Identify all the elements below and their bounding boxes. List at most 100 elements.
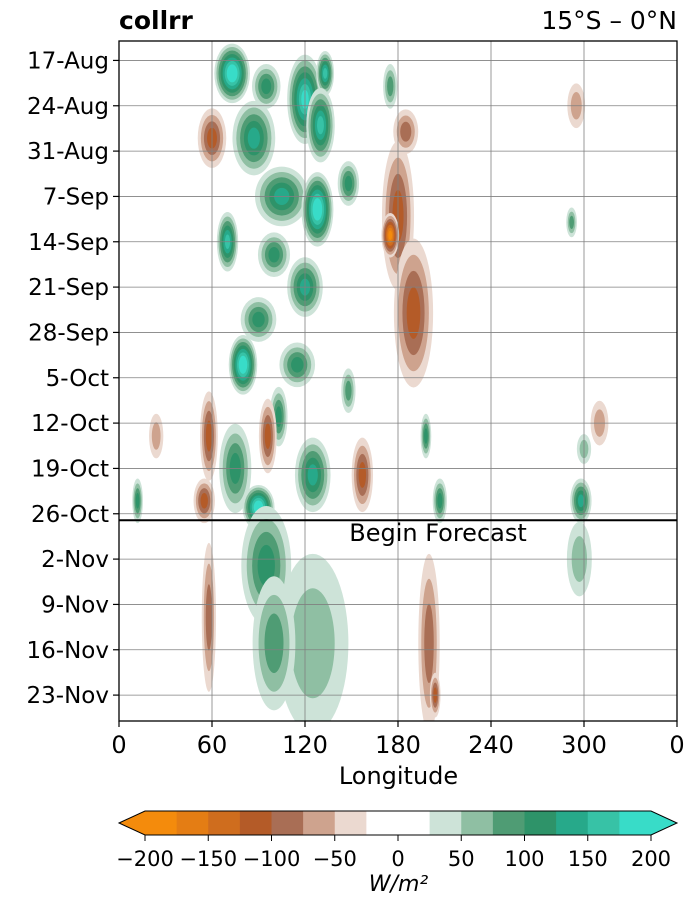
colorbar-tick-label: 100 [504,847,544,871]
anomaly-feature [337,161,360,206]
colorbar-segment [429,811,462,835]
y-tick-label: 14-Sep [28,230,109,256]
contour-level [424,603,434,684]
colorbar-segment [461,811,494,835]
chart-title: collrr [119,6,193,35]
contour-level [344,175,353,192]
y-tick-label: 26-Oct [31,502,109,528]
colorbar-segment [239,811,272,835]
contour-level [307,464,318,486]
contour-level [261,78,272,95]
contour-level [205,420,212,452]
contour-level [345,380,352,401]
x-tick-label: 0 [669,731,684,759]
anomaly-feature [252,576,296,711]
anomaly-feature [228,335,258,395]
anomaly-feature [149,413,164,459]
contour-level [151,422,161,450]
contour-level [205,584,213,651]
contour-level [135,493,140,509]
x-tick-label: 240 [468,731,514,759]
contour-level [240,359,246,371]
y-tick-label: 31-Aug [27,139,109,165]
contour-level [228,67,236,79]
colorbar-tick-label: −100 [243,847,301,871]
colorbar: −200 −150 −100 −50 0 50 100 150 200 [116,810,679,871]
anomaly-feature [201,542,217,692]
contour-level [424,428,428,444]
y-tick-label: 7-Sep [43,184,109,210]
colorbar-extend-high [651,811,677,835]
anomaly-feature [279,342,316,388]
anomaly-feature [306,87,335,163]
contour-level [257,544,275,587]
y-tick-label: 5-Oct [46,366,109,392]
contour-level [275,406,282,427]
colorbar-tick-label: 200 [631,847,671,871]
x-axis-label: Longitude [338,762,459,790]
colorbar-segment [271,811,304,835]
y-tick-label: 12-Oct [31,411,109,437]
colorbar-segment [619,811,652,835]
colorbar-segment [366,811,431,835]
colorbar-tick-label: −150 [179,847,237,871]
colorbar-segment [334,811,367,835]
anomaly-feature [301,172,334,247]
anomaly-feature [258,398,277,474]
contour-level [358,461,367,488]
y-tick-label: 16-Nov [27,638,109,664]
contour-level [569,215,574,229]
anomaly-feature [132,478,143,524]
contour-level [314,202,321,217]
contour-level [317,116,324,135]
anomaly-feature [193,478,215,524]
y-tick-label: 9-Nov [41,592,109,618]
x-tick-label: 0 [111,731,126,759]
contour-level [264,423,271,449]
contour-level [406,287,421,339]
contour-level [290,588,335,699]
contour-level [387,76,394,97]
colorbar-tick-label: 0 [391,847,404,871]
anomaly-feature [199,391,218,481]
colorbar-label: W/m² [368,872,429,897]
anomaly-feature [232,100,276,176]
colorbar-tick-label: −50 [313,847,357,871]
anomaly-feature [214,43,250,104]
contour-level [247,127,260,149]
colorbar-segment [145,811,178,835]
anomaly-feature [251,63,281,109]
anomaly-feature [570,478,592,524]
colorbar-tick-label: 50 [448,847,475,871]
contour-level [437,493,443,509]
contour-level [268,246,280,263]
colorbar-tick-label: 150 [568,847,608,871]
anomaly-feature [277,553,349,721]
colorbar-segment [556,811,589,835]
colorbar-segment [208,811,241,835]
colorbar-segment [524,811,557,835]
x-tick-label: 180 [375,731,421,759]
anomaly-feature [381,212,400,258]
y-tick-label: 2-Nov [41,547,109,573]
anomaly-feature [432,478,447,524]
y-tick-label: 19-Oct [31,456,109,482]
anomaly-feature [341,368,356,414]
anomaly-feature [393,238,434,388]
colorbar-tick-label: −200 [116,847,174,871]
anomaly-feature [294,437,331,513]
x-tick-label: 120 [282,731,328,759]
y-tick-label: 21-Sep [28,275,109,301]
anomaly-feature [393,109,419,155]
x-tick-label: 60 [197,731,228,759]
y-tick-label: 17-Aug [27,48,109,74]
colorbar-extend-low [119,811,145,835]
latitude-band-label: 15°S – 0°N [541,6,677,35]
anomaly-feature [269,386,288,447]
contour-level [264,613,284,674]
y-tick-label: 23-Nov [27,683,109,709]
anomaly-feature [257,232,291,278]
anomaly-feature [351,437,374,513]
anomaly-feature [566,207,577,238]
